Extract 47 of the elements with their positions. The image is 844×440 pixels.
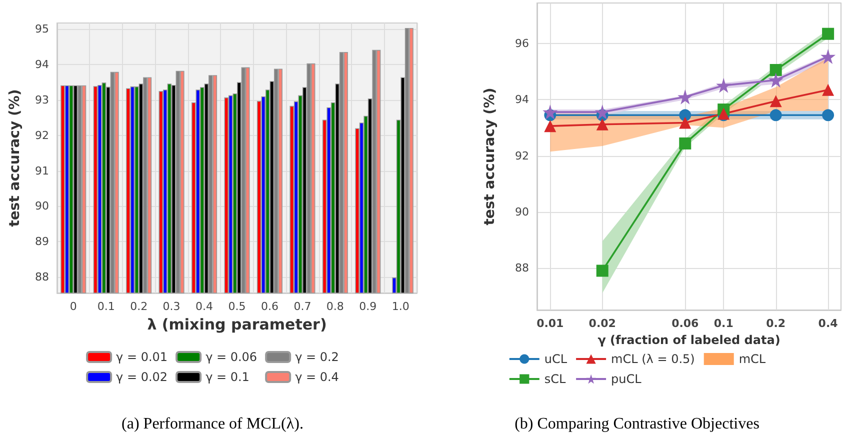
y-tick-label: 92: [515, 149, 529, 162]
legend-label: γ = 0.1: [206, 370, 250, 384]
legend-label: mCL (λ = 0.5): [611, 352, 695, 366]
x-tick-label: 0.1: [714, 317, 734, 330]
x-tick-label: 0: [70, 300, 77, 313]
x-tick-label: 1.0: [392, 300, 410, 313]
legend-label: γ = 0.06: [206, 350, 258, 364]
legend-label: mCL: [738, 352, 766, 366]
legend-label: γ = 0.2: [295, 350, 339, 364]
y-tick-label: 91: [35, 164, 49, 178]
y-tick-label: 92: [35, 128, 49, 142]
x-tick-label: 0.4: [196, 300, 214, 313]
text: (a) Performance of MCL(λ).: [122, 416, 304, 432]
x-tick-label: 0.5: [228, 300, 246, 313]
x-tick-label: 0.06: [672, 317, 700, 330]
x-tick-label: 0.9: [359, 300, 377, 313]
legend-label: uCL: [544, 352, 568, 366]
x-tick-label: 0.1: [97, 300, 115, 313]
x-axis-title: γ (fraction of labeled data): [598, 332, 780, 347]
x-tick-label: 0.01: [536, 317, 564, 330]
y-axis-title: test accuracy (%): [7, 89, 23, 227]
legend-label: γ = 0.02: [116, 370, 168, 384]
y-tick-label: 94: [515, 93, 529, 106]
legend-label: γ = 0.01: [116, 350, 168, 364]
x-tick-label: 0.3: [162, 300, 180, 313]
legend-label: sCL: [544, 372, 566, 386]
y-tick-label: 94: [35, 58, 49, 71]
y-tick-label: 89: [35, 235, 49, 248]
x-tick-label: 0.6: [260, 300, 278, 313]
text: (b) Comparing Contrastive Objectives: [514, 416, 760, 432]
y-axis-title: test accuracy (%): [482, 88, 498, 226]
y-tick-label: 93: [35, 93, 49, 106]
y-tick-label: 95: [35, 22, 49, 36]
y-tick-label: 88: [515, 261, 529, 274]
y-tick-label: 90: [35, 200, 49, 213]
x-axis-title: λ (mixing parameter): [147, 315, 327, 334]
x-tick-label: 0.2: [766, 317, 786, 330]
x-tick-label: 0.7: [294, 300, 312, 313]
legend-label: γ = 0.4: [295, 370, 339, 384]
legend-label: puCL: [611, 372, 642, 386]
x-tick-label: 0.2: [130, 300, 148, 313]
y-tick-label: 90: [515, 205, 529, 218]
x-tick-label: 0.02: [588, 317, 616, 330]
y-tick-label: 88: [35, 270, 49, 284]
y-tick-label: 96: [515, 37, 529, 50]
x-tick-label: 0.4: [818, 317, 838, 330]
x-tick-label: 0.8: [326, 300, 344, 313]
